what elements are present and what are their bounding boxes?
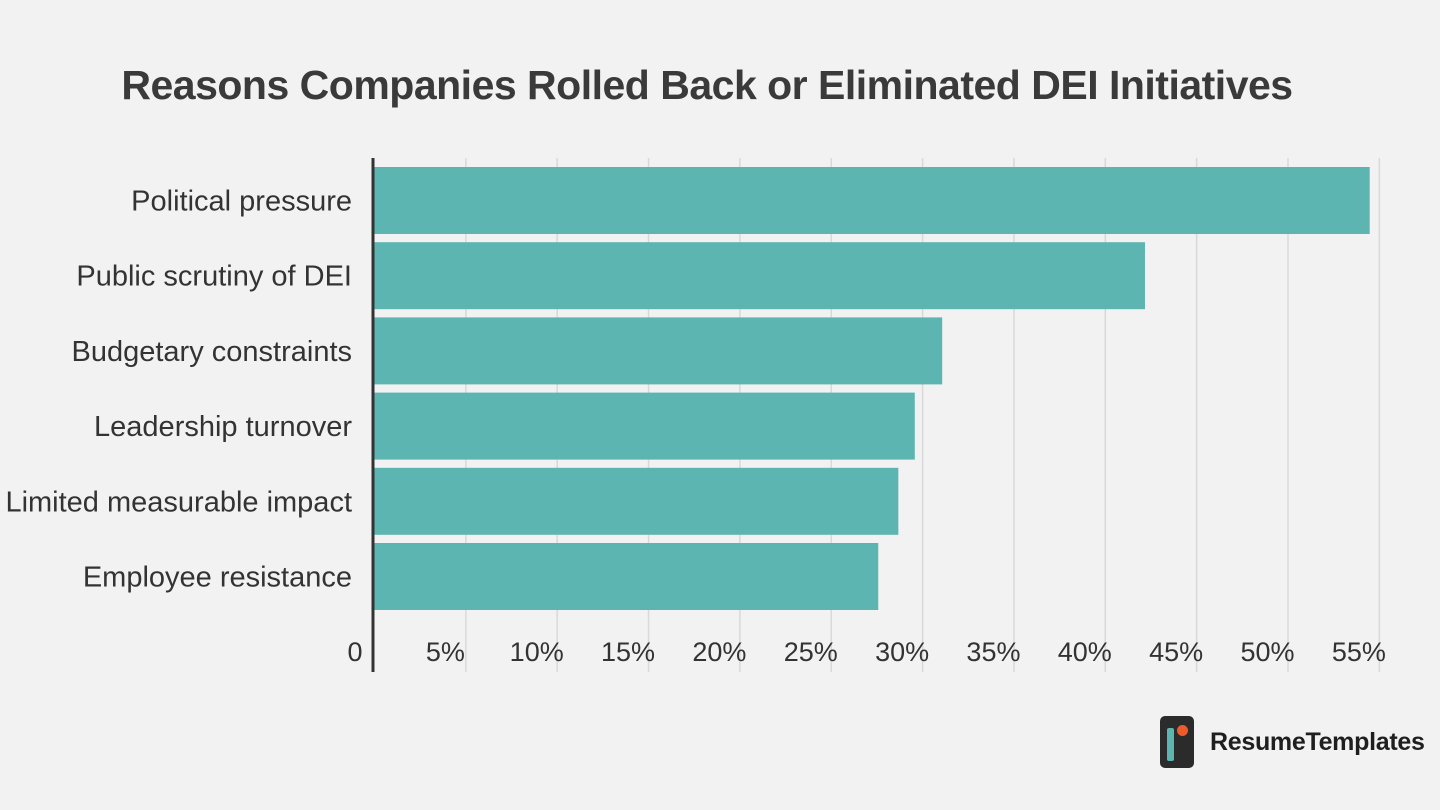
bar: [374, 242, 1145, 310]
x-tick-label: 15%: [601, 637, 655, 667]
x-tick-label: 0: [347, 637, 362, 667]
bar: [374, 167, 1370, 234]
x-tick-label: 45%: [1149, 637, 1203, 667]
x-tick-labels: 0 5% 10% 15% 20% 25% 30% 35% 40% 45% 50% 55%: [347, 637, 1385, 667]
category-label: Budgetary constraints: [72, 336, 352, 368]
bar: [374, 543, 879, 610]
x-tick-label: 5%: [426, 637, 465, 667]
bars: [374, 167, 1370, 610]
x-tick-label: 35%: [966, 637, 1020, 667]
bar: [374, 467, 899, 535]
chart-title: Reasons Companies Rolled Back or Elimina…: [121, 62, 1293, 108]
category-labels: Political pressure Public scrutiny of DEI…: [5, 186, 352, 594]
x-tick-label: 40%: [1058, 637, 1112, 667]
x-tick-label: 10%: [510, 637, 564, 667]
brand: ResumeTemplates: [1160, 716, 1425, 768]
bar: [374, 392, 915, 460]
bar: [374, 317, 943, 385]
category-label: Political pressure: [131, 186, 352, 218]
brand-name: ResumeTemplates: [1210, 727, 1425, 756]
category-label: Employee resistance: [83, 562, 352, 594]
x-tick-label: 55%: [1332, 637, 1386, 667]
category-label: Public scrutiny of DEI: [76, 261, 352, 293]
resume-templates-logo-icon: [1160, 716, 1194, 768]
x-tick-label: 30%: [875, 637, 929, 667]
x-tick-label: 25%: [784, 637, 838, 667]
x-tick-label: 50%: [1240, 637, 1294, 667]
x-tick-label: 20%: [692, 637, 746, 667]
category-label: Leadership turnover: [94, 411, 352, 443]
category-label: Limited measurable impact: [5, 486, 352, 518]
